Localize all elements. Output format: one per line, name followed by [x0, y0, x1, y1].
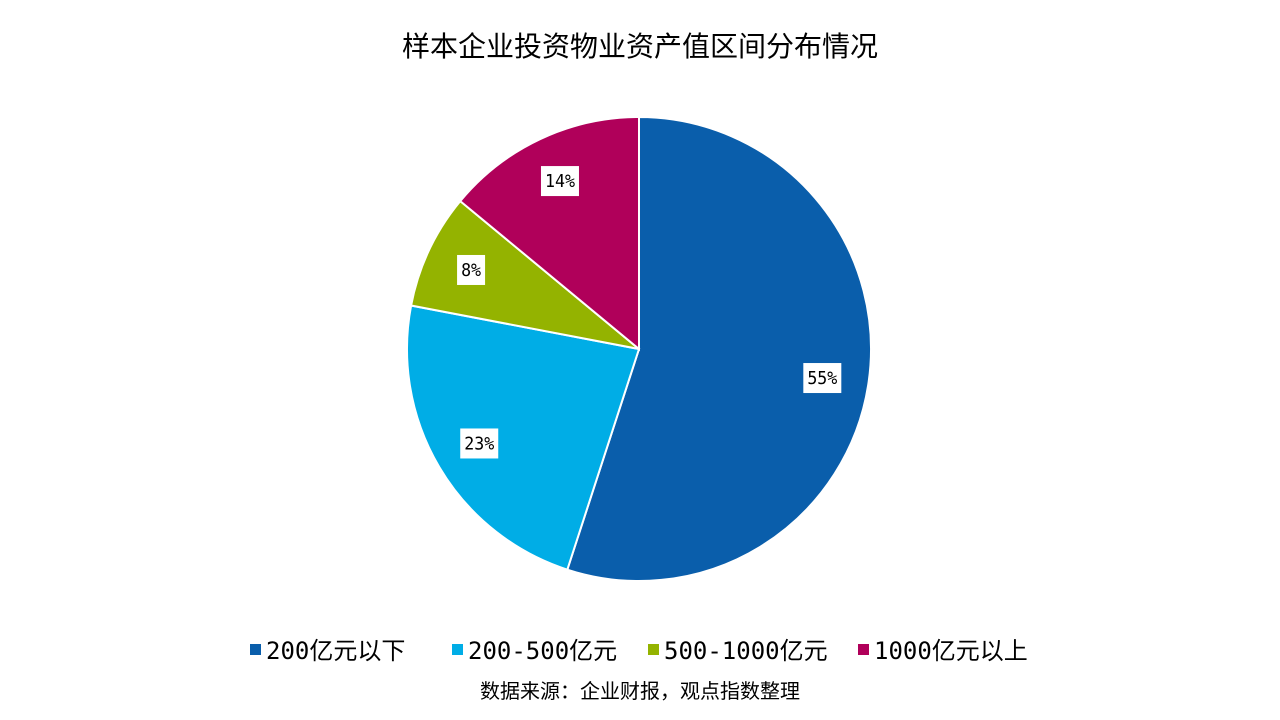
legend-item-4: 1000亿元以上 — [858, 637, 1028, 665]
legend-item-2: 200-500亿元 — [452, 637, 617, 665]
chart-legend: 200亿元以下 200-500亿元 500-1000亿元 1000亿元以上 — [250, 637, 1028, 665]
data-label-text: 23% — [464, 433, 494, 454]
legend-swatch — [452, 644, 463, 655]
data-label-text: 55% — [807, 368, 837, 389]
data-label-box — [460, 428, 499, 459]
data-label-4: 14% — [540, 166, 579, 197]
data-label-1: 55% — [803, 363, 842, 394]
pie-data-labels: 55% 23% 8% 14% — [457, 166, 842, 459]
legend-item-3: 500-1000亿元 — [648, 637, 828, 665]
legend-label: 500-1000亿元 — [664, 637, 828, 665]
data-label-box — [457, 254, 486, 285]
data-label-3: 8% — [457, 254, 486, 285]
pie-slice-2 — [406, 304, 641, 571]
pie-slices — [406, 115, 872, 582]
legend-swatch — [858, 644, 869, 655]
data-label-box — [803, 363, 842, 394]
legend-swatch — [648, 644, 659, 655]
data-label-2: 23% — [460, 428, 499, 459]
legend-swatch — [250, 644, 261, 655]
pie-slice-4 — [458, 115, 640, 352]
legend-label: 1000亿元以上 — [874, 637, 1028, 665]
pie-slice-1 — [566, 115, 872, 582]
legend-item-1: 200亿元以下 — [250, 637, 405, 665]
source-note: 数据来源：企业财报，观点指数整理 — [480, 679, 800, 703]
data-label-box — [540, 166, 579, 197]
data-label-text: 8% — [461, 260, 481, 281]
data-label-text: 14% — [545, 171, 575, 192]
legend-label: 200亿元以下 — [266, 637, 405, 665]
pie-slice-3 — [409, 199, 640, 350]
chart-title: 样本企业投资物业资产值区间分布情况 — [402, 30, 878, 63]
legend-label: 200-500亿元 — [468, 637, 617, 665]
